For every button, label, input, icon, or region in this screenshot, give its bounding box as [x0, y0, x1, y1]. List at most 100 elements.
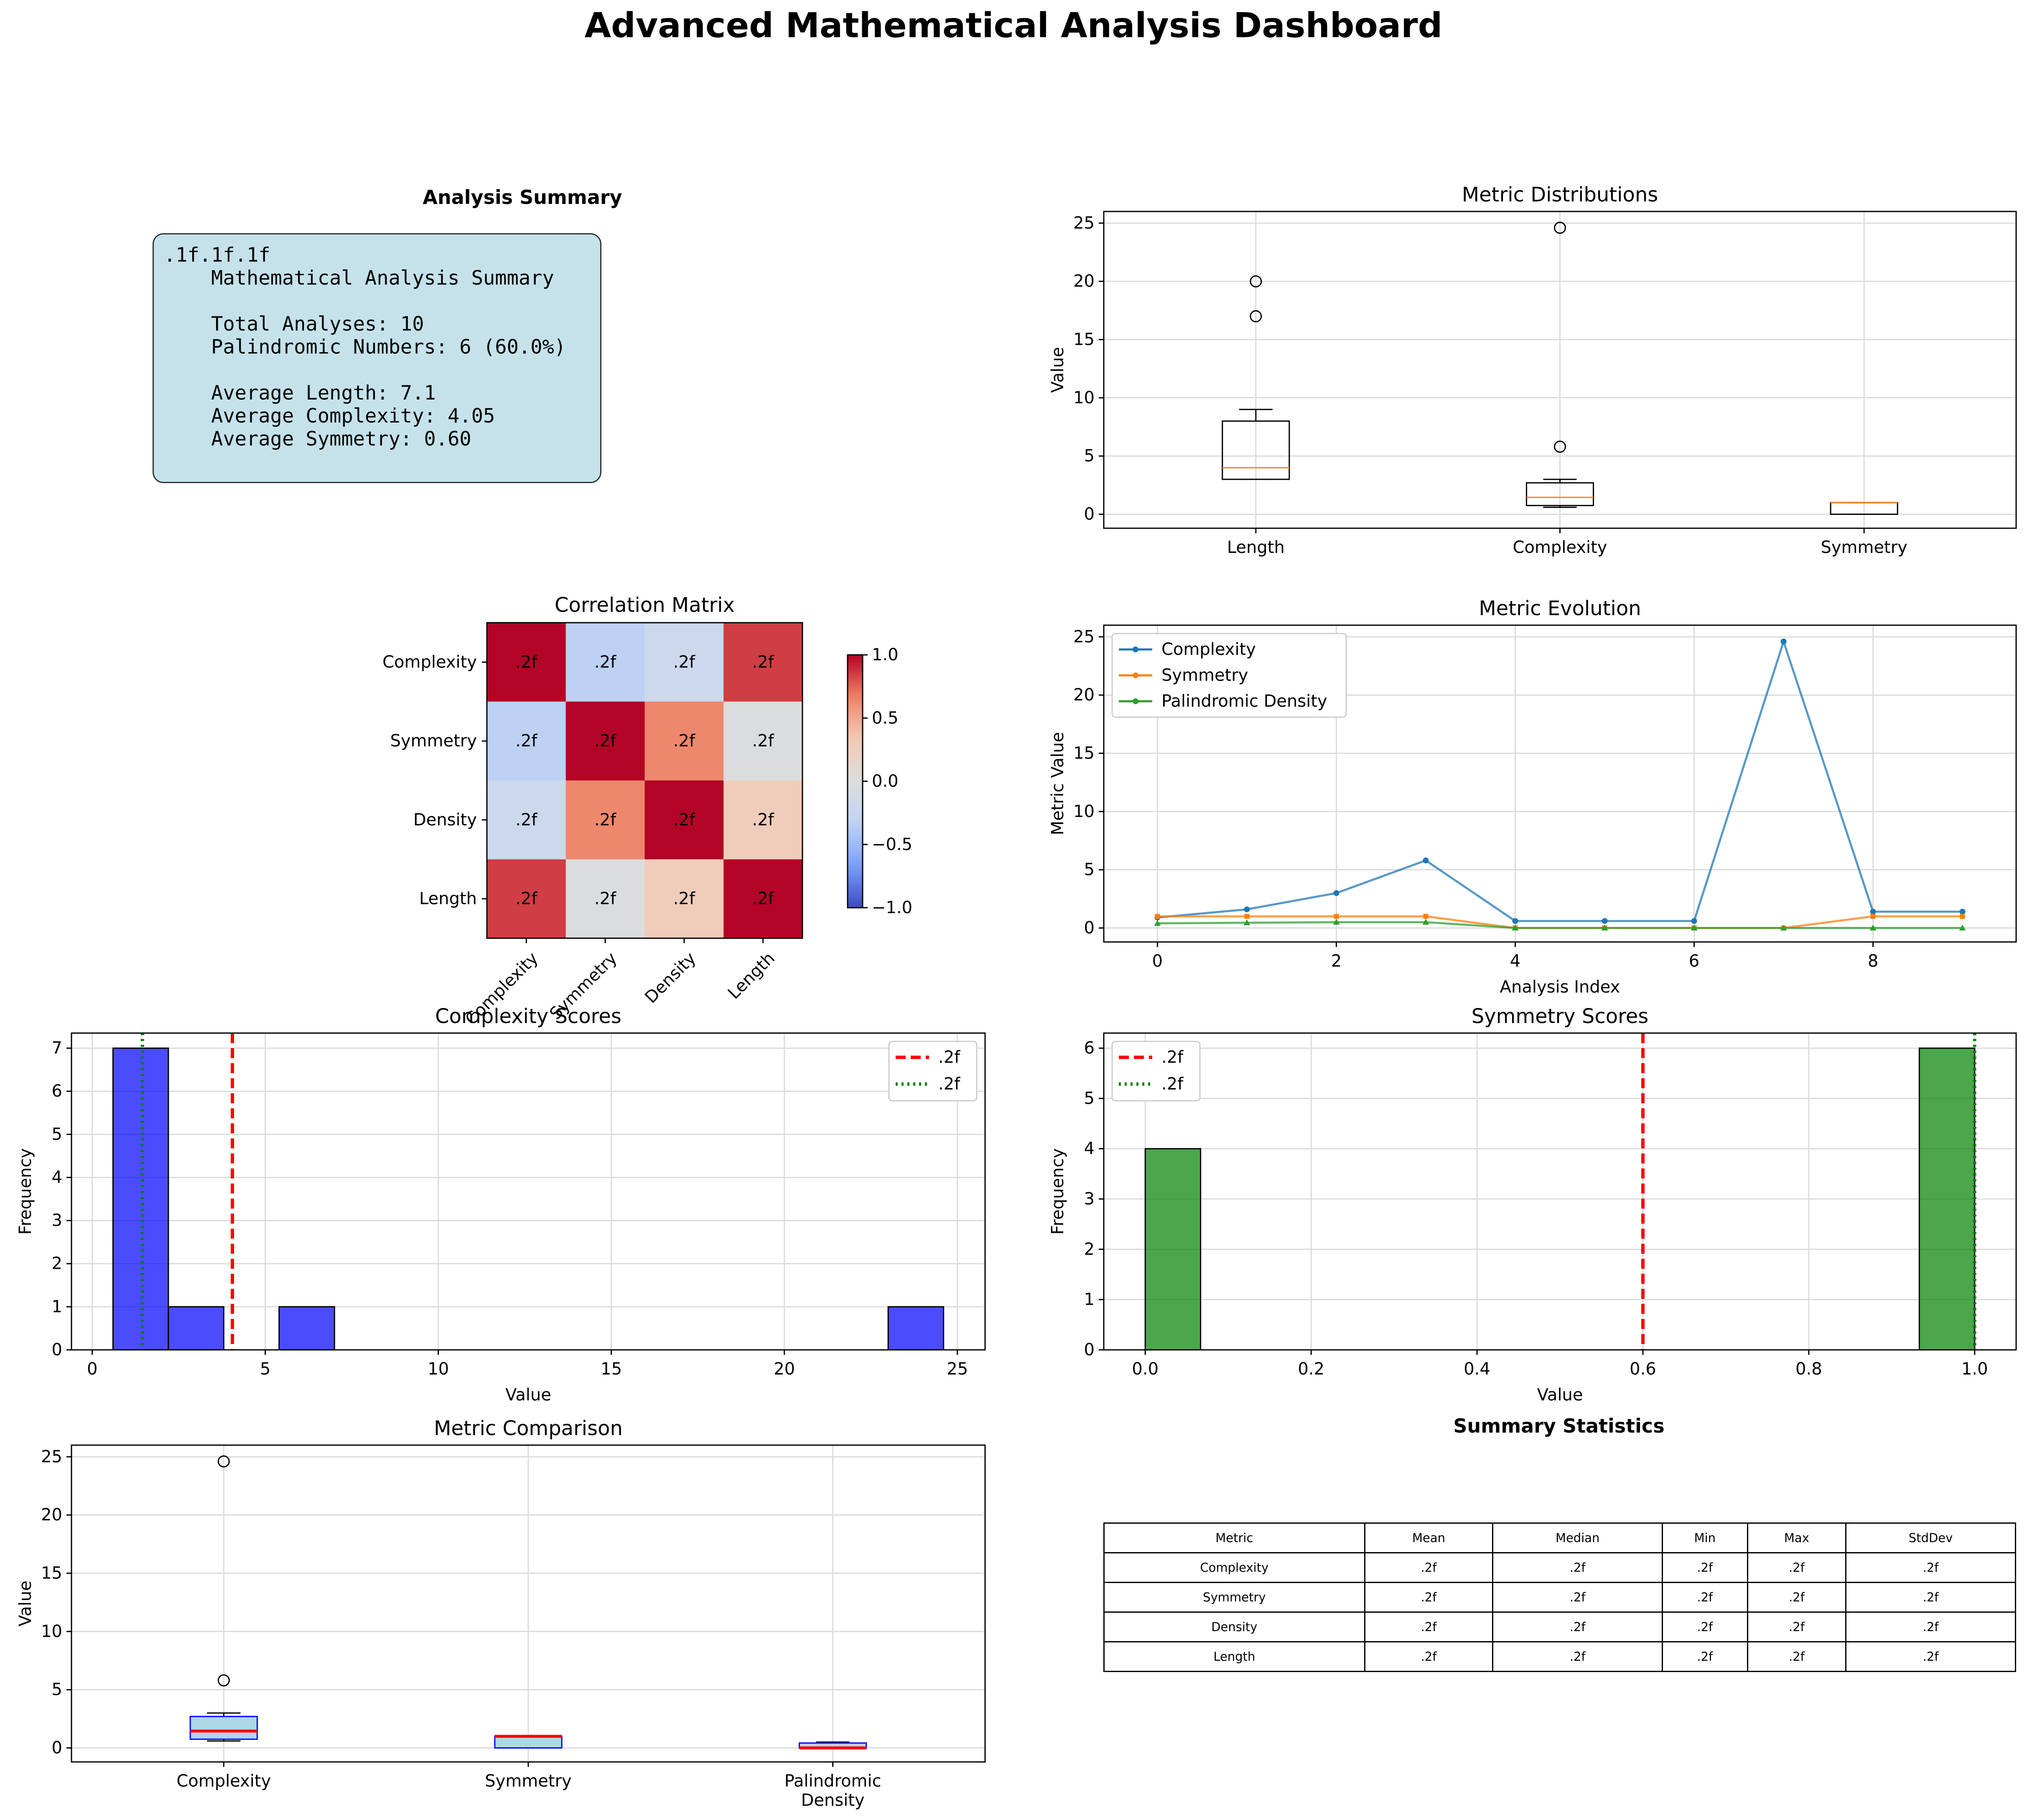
x-tick-label: 15	[601, 1359, 622, 1379]
outlier-point	[1554, 440, 1566, 453]
x-tick-label: Complexity	[176, 1772, 271, 1791]
data-point	[1870, 914, 1876, 919]
heatmap-cell	[565, 623, 645, 702]
heatmap-cell-label: .2f	[594, 810, 616, 830]
y-tick-label: Density	[413, 810, 477, 830]
data-point	[1691, 924, 1698, 931]
y-tick-label: 0	[52, 1340, 62, 1359]
table-cell: .2f	[1364, 1641, 1494, 1672]
series-line	[1157, 921, 1963, 929]
summary-line: .1f.1f.1f	[164, 244, 270, 267]
box-body	[1222, 420, 1290, 480]
symmetry_scores-axes: 0 1 2 3 4 5 6 0.0 0.2 0.4 0.6 0.8 1.0 Symmetry Scores…	[1048, 1005, 2017, 1405]
y-tick-label: 5	[1084, 1089, 1095, 1108]
table-cell: .2f	[1662, 1552, 1748, 1583]
table-cell: .2f	[1492, 1611, 1663, 1642]
series-palindromic-density	[1154, 919, 1966, 931]
data-point	[1691, 918, 1697, 924]
heatmap-cell-label: .2f	[673, 652, 695, 672]
data-point	[1512, 918, 1518, 924]
chart-title: Metric Evolution	[1479, 597, 1641, 620]
data-point	[1154, 920, 1161, 926]
legend-label: Symmetry	[1161, 666, 1248, 685]
analysis-summary-title: Analysis Summary	[423, 186, 622, 209]
y-tick-label: 25	[1073, 627, 1095, 647]
table-cell: .2f	[1364, 1582, 1494, 1613]
x-tick-label: Symmetry	[1821, 538, 1907, 557]
y-tick-label: 5	[1084, 860, 1095, 879]
table-header-cell: StdDev	[1845, 1522, 2016, 1553]
chart-title: Correlation Matrix	[555, 593, 735, 617]
heatmap-cell-label: .2f	[515, 810, 537, 830]
y-tick-label: 15	[1073, 330, 1095, 349]
data-point	[1155, 914, 1160, 919]
summary-line: Average Length: 7.1	[164, 382, 436, 405]
summary-line: Total Analyses: 10	[164, 313, 424, 336]
x-axis-label: Analysis Index	[1500, 977, 1620, 997]
data-point	[1244, 914, 1250, 919]
outlier-point	[1250, 310, 1262, 323]
summary-line	[164, 359, 590, 382]
box-symmetry: Symmetry	[485, 1445, 572, 1791]
y-tick-label: 2	[1084, 1240, 1095, 1259]
table-row: Length .2f .2f .2f .2f .2f	[1103, 1641, 2016, 1672]
x-tick-label: 6	[1689, 952, 1699, 971]
heatmap-cell	[487, 701, 566, 781]
table-cell: .2f	[1662, 1641, 1748, 1672]
y-tick-label: 2	[52, 1254, 62, 1273]
y-tick-label: 6	[1084, 1039, 1095, 1058]
dashboard-title: Advanced Mathematical Analysis Dashboard	[584, 6, 1443, 46]
x-tick-label: 4	[1510, 952, 1520, 971]
data-point	[1869, 924, 1877, 931]
table-cell: .2f	[1662, 1611, 1748, 1642]
y-tick-label: 5	[52, 1680, 62, 1699]
box-symmetry: Symmetry	[1821, 211, 1907, 557]
x-tick-label: 25	[947, 1359, 968, 1379]
y-tick-label: 25	[41, 1447, 62, 1466]
y-tick-label: 3	[52, 1211, 62, 1230]
legend-label: .2f	[938, 1048, 960, 1067]
data-point	[1243, 919, 1250, 926]
table-body: Complexity .2f .2f .2f .2f .2f Symmetry .2f .2f.…	[1103, 1552, 2016, 1672]
legend-label: Palindromic Density	[1161, 692, 1327, 711]
histogram-bar	[887, 1306, 945, 1351]
heatmap-cell	[487, 780, 566, 860]
x-tick-label: Density	[641, 949, 700, 1007]
box-length: Length	[1222, 211, 1290, 557]
y-tick-label: 25	[1073, 214, 1095, 233]
x-tick-label: 1.0	[1961, 1359, 1988, 1379]
x-tick-label: 0.6	[1630, 1359, 1656, 1379]
legend-frame	[1111, 1041, 1201, 1102]
heatmap-cell	[723, 623, 803, 702]
table-header-cell: Mean	[1364, 1522, 1494, 1553]
axes-frame	[71, 1444, 986, 1763]
legend-marker	[1133, 672, 1138, 678]
y-tick-label: 0	[52, 1739, 62, 1758]
colorbar-tick-label: 0.5	[872, 708, 899, 728]
chart-title: Metric Distributions	[1462, 183, 1658, 206]
outlier-point	[1250, 275, 1262, 288]
metric_evolution-axes: 0 5 10 15 20 25 0 2 4 6 8 Metric Evolution Analysis …	[1048, 597, 2017, 997]
series-complexity	[1154, 638, 1966, 924]
x-tick-label: 0.8	[1795, 1359, 1822, 1379]
summary-statistics-table: Metric Mean Median Min Max StdDev Complexity.…	[1103, 1522, 2016, 1672]
legend-label: Complexity	[1161, 640, 1256, 659]
outlier-point	[217, 1674, 230, 1687]
colorbar-tick-label: −1.0	[872, 898, 912, 917]
data-point	[1959, 909, 1966, 915]
legend-label: .2f	[938, 1074, 960, 1094]
heatmap-cell-label: .2f	[752, 731, 774, 751]
heatmap-cell	[644, 701, 724, 781]
legend-marker	[1133, 647, 1138, 652]
box-complexity: Complexity	[176, 1445, 271, 1791]
colorbar	[847, 654, 863, 909]
data-point	[1423, 857, 1429, 863]
axes-frame	[1103, 211, 2017, 529]
table-header-cell: Min	[1662, 1522, 1748, 1553]
metric_comparison-axes: 0 5 10 15 20 25 Metric Comparison Value Complexi…	[16, 1417, 986, 1810]
chart-title: Metric Comparison	[434, 1417, 623, 1440]
y-axis-label: Value	[1048, 347, 1067, 393]
x-tick-label: Density	[801, 1791, 865, 1810]
histogram-bar	[1918, 1047, 1976, 1351]
